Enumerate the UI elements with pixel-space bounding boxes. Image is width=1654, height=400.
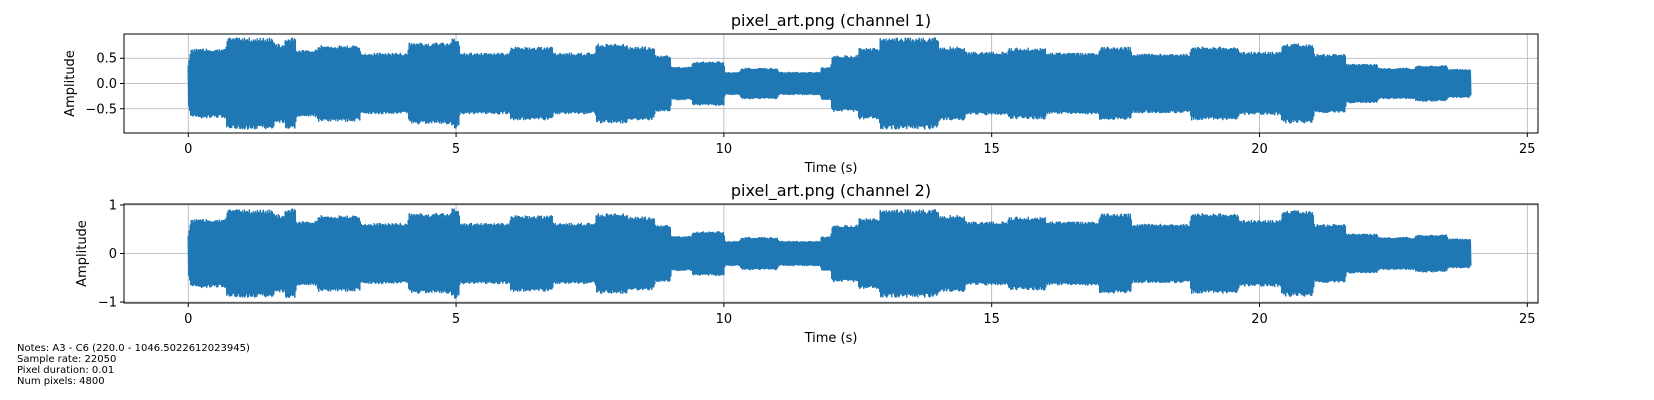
x-tick-label: 5 (452, 142, 460, 157)
y-tick-label: 0.0 (96, 77, 117, 92)
notes-block: Notes: A3 - C6 (220.0 - 1046.50226120239… (17, 343, 250, 387)
y-axis-label: Amplitude (63, 50, 78, 117)
y-axis-label: Amplitude (75, 220, 90, 287)
y-axis-ticks: 0.5 0.0 −0.5 (85, 52, 124, 117)
notes-range: Notes: A3 - C6 (220.0 - 1046.50226120239… (17, 343, 250, 354)
notes-pixel-duration: Pixel duration: 0.01 (17, 365, 115, 376)
channel-1-plot: 0 5 10 15 20 25 0.5 0.0 −0.5 pixel_art.png (cha… (63, 11, 1539, 176)
waveform-area (187, 208, 1472, 299)
y-tick-label: 1 (109, 198, 117, 213)
x-tick-label: 25 (1519, 312, 1536, 327)
x-tick-label: 25 (1519, 142, 1536, 157)
x-axis-label: Time (s) (804, 161, 858, 176)
x-tick-label: 15 (983, 312, 1000, 327)
x-axis-ticks: 0 5 10 15 20 25 (184, 133, 1536, 157)
notes-num-pixels: Num pixels: 4800 (17, 376, 105, 387)
y-axis-ticks: 1 0 −1 (98, 198, 124, 311)
chart-title: pixel_art.png (channel 1) (731, 11, 931, 31)
notes-sample-rate: Sample rate: 22050 (17, 354, 117, 365)
x-tick-label: 20 (1251, 142, 1268, 157)
x-axis-label: Time (s) (804, 331, 858, 346)
y-tick-label: −0.5 (85, 102, 117, 117)
x-tick-label: 10 (716, 142, 733, 157)
x-tick-label: 5 (452, 312, 460, 327)
y-tick-label: 0 (109, 247, 117, 262)
x-tick-label: 20 (1251, 312, 1268, 327)
waveform-line (187, 37, 1472, 130)
y-tick-label: 0.5 (96, 52, 117, 67)
chart-title: pixel_art.png (channel 2) (731, 181, 931, 201)
y-tick-label: −1 (98, 296, 117, 311)
channel-2-plot: 0 5 10 15 20 25 10−1 pixel_art.png (channel 2… (75, 181, 1539, 346)
x-axis-ticks: 0 5 10 15 20 25 (184, 303, 1536, 327)
x-tick-label: 15 (983, 142, 1000, 157)
x-tick-label: 0 (184, 312, 192, 327)
x-tick-label: 0 (184, 142, 192, 157)
waveform-line (187, 208, 1472, 299)
waveform-area (187, 37, 1472, 130)
x-tick-label: 10 (716, 312, 733, 327)
